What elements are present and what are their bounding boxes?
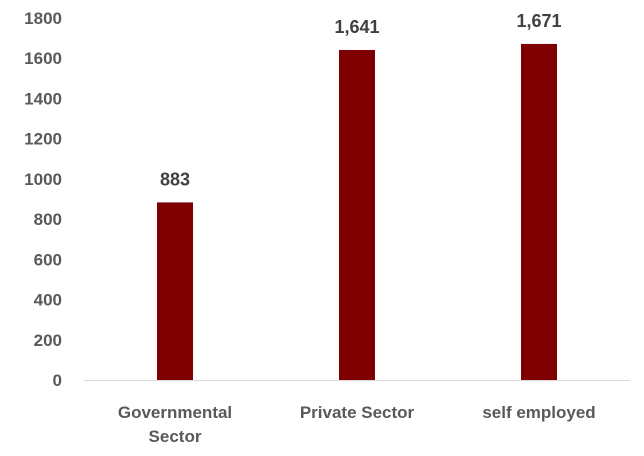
bar [521,43,557,381]
y-tick-label: 800 [34,210,62,229]
x-tick-label: Sector [149,427,202,446]
x-tick-label: Governmental [118,403,232,422]
value-labels: 883 1,641 1,671 [160,11,562,189]
y-tick-label: 1800 [24,9,62,28]
y-tick-label: 400 [34,291,62,310]
bar [339,49,375,381]
bar-value-label: 1,671 [516,11,561,31]
y-tick-label: 1200 [24,130,62,149]
y-tick-label: 1400 [24,89,62,108]
bars [157,43,557,381]
y-tick-label: 0 [53,371,62,390]
bar-value-label: 1,641 [334,17,379,37]
y-tick-label: 200 [34,331,62,350]
y-tick-label: 1600 [24,49,62,68]
x-tick-label: Private Sector [300,403,415,422]
y-tick-label: 1000 [24,170,62,189]
x-axis-labels: Governmental Sector Private Sector self emp… [118,403,596,446]
y-tick-label: 600 [34,250,62,269]
x-tick-label: self employed [482,403,595,422]
bar [157,202,193,380]
y-axis-ticks: 0 200 400 600 800 1000 1200 1400 1600 1800 [24,9,62,390]
bar-value-label: 883 [160,169,190,189]
